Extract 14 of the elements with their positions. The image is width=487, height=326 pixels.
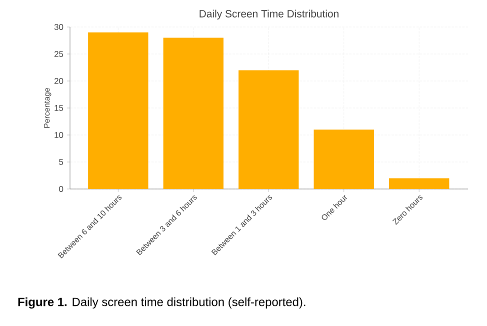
y-tick-label: 15 xyxy=(54,105,64,111)
bar xyxy=(163,38,224,189)
y-tick-label: 5 xyxy=(59,159,64,165)
bar xyxy=(314,130,374,189)
y-tick-label: 0 xyxy=(59,186,64,192)
y-tick-label: 30 xyxy=(54,24,64,30)
bar xyxy=(88,32,148,189)
chart-title: Daily Screen Time Distribution xyxy=(200,10,338,20)
bar xyxy=(389,178,450,189)
y-tick-label: 10 xyxy=(54,132,64,138)
y-tick-label: 20 xyxy=(54,78,64,84)
bar xyxy=(238,70,299,189)
text: Figure 1. Daily screen time distribution (self-reported). xyxy=(18,297,306,309)
y-tick-label: 25 xyxy=(54,51,64,57)
